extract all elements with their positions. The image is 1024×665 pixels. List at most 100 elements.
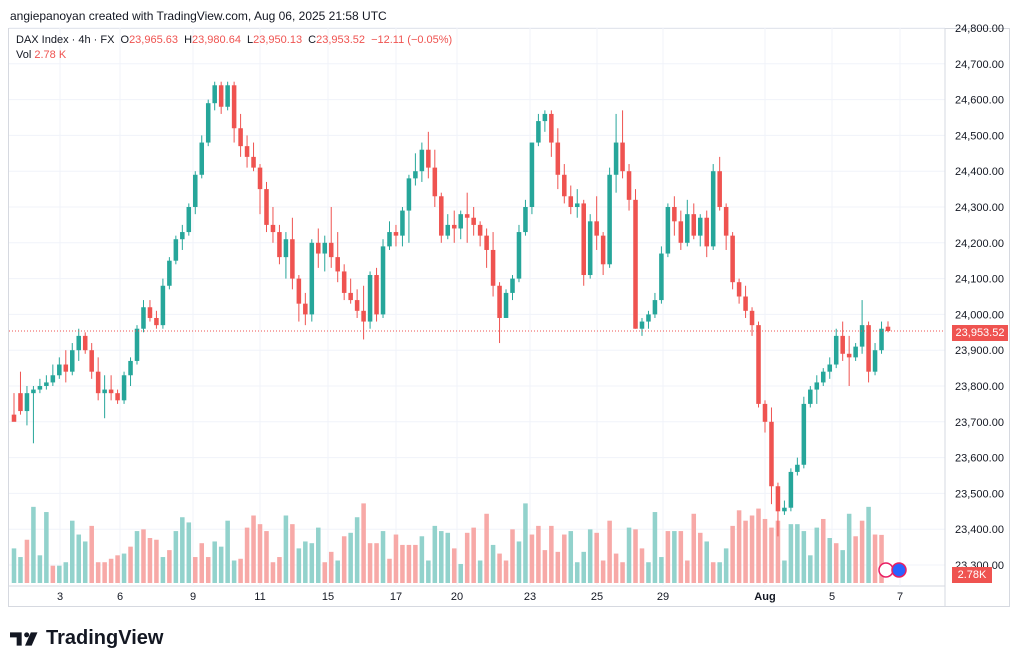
candle-body (820, 371, 826, 383)
candle-body (76, 335, 82, 351)
candle-body (523, 207, 528, 233)
y-tick-label: 23,400.00 (955, 524, 1004, 536)
candle-body (296, 278, 302, 304)
candle-body (128, 360, 133, 376)
volume-bar (840, 550, 845, 583)
volume-bar (542, 550, 548, 583)
volume-bar (316, 527, 321, 583)
candle-body (879, 328, 884, 351)
candle-body (102, 389, 107, 394)
volume-bar (471, 527, 476, 583)
volume-bar (180, 517, 185, 583)
volume-bar (639, 548, 645, 583)
candle-body (303, 303, 308, 315)
candle-body (587, 221, 593, 276)
volume-bar (736, 510, 742, 583)
candle-body (238, 128, 243, 147)
volume-bar (348, 532, 353, 583)
candle-body (516, 232, 522, 279)
y-tick-label: 24,800.00 (955, 23, 1004, 35)
candle-body (70, 350, 75, 372)
candle-body (147, 307, 153, 318)
y-tick-label: 24,200.00 (955, 238, 1004, 250)
candle-body (782, 507, 787, 512)
volume-bar (633, 529, 638, 583)
y-tick-label: 24,600.00 (955, 95, 1004, 107)
volume-bar (620, 562, 625, 583)
volume-bar (37, 555, 43, 583)
volume-bar (756, 508, 761, 583)
candle-body (367, 275, 373, 322)
volume-bar (115, 555, 120, 583)
volume-bar (458, 563, 463, 583)
candle-body (439, 196, 444, 236)
candle-body (613, 142, 619, 175)
volume-bar (18, 557, 23, 583)
volume-bar (251, 515, 256, 583)
low-value: 23,950.13 (253, 34, 303, 46)
change-value: −12.11 (−0.05%) (371, 34, 453, 46)
candle-body (341, 271, 347, 293)
volume-bar (808, 555, 813, 583)
candle-body (536, 121, 541, 143)
volume-bar (659, 557, 664, 583)
volume-bar (387, 558, 392, 583)
candle-body (89, 350, 94, 372)
volume-label[interactable]: Vol (16, 49, 32, 61)
symbol-label[interactable]: DAX Index · 4h · FX (16, 34, 115, 46)
candle-body (562, 174, 567, 197)
volume-bar (257, 524, 263, 583)
volume-bar (95, 562, 101, 583)
volume-bar (814, 527, 820, 583)
candle-body (212, 85, 217, 104)
volume-bar (820, 518, 826, 583)
x-tick-label: 25 (591, 591, 603, 603)
candle-body (108, 389, 114, 394)
candle-body (652, 300, 658, 315)
volume-bar (523, 503, 528, 583)
candle-body (464, 214, 470, 218)
volume-bar (134, 531, 140, 583)
candle-body (542, 113, 548, 122)
volume-bar (536, 525, 541, 583)
high-value: 23,980.64 (192, 34, 241, 46)
volume-bar (63, 562, 69, 583)
candle-body (277, 232, 282, 258)
candle-body (270, 224, 276, 233)
candle-body (639, 321, 645, 329)
volume-bar (154, 539, 159, 583)
candle-body (795, 464, 800, 472)
x-tick-label: 6 (117, 591, 123, 603)
x-tick-label: 3 (57, 591, 63, 603)
volume-bar (354, 517, 360, 583)
candle-body (833, 335, 839, 365)
volume-bar (827, 538, 832, 583)
tradingview-logo[interactable]: TradingView (10, 627, 163, 650)
x-tick-label: 9 (190, 591, 196, 603)
candle-body (594, 221, 599, 236)
volume-value: 2.78 K (34, 49, 67, 61)
volume-bar (400, 544, 405, 583)
candle-body (503, 292, 509, 318)
volume-bar (665, 531, 671, 583)
candle-body (574, 203, 580, 207)
volume-bar (367, 543, 373, 583)
candle-body (37, 386, 43, 390)
volume-bar (212, 541, 217, 583)
volume-bar (568, 531, 574, 583)
candle-body (659, 253, 664, 301)
candle-body (218, 85, 224, 107)
volume-tag: 2.78K (952, 567, 992, 583)
volume-bar (516, 541, 522, 583)
volume-bar (652, 512, 658, 583)
candle-body (665, 207, 671, 254)
volume-bar (141, 529, 146, 583)
candle-body (775, 486, 781, 512)
volume-bar (562, 534, 567, 583)
volume-bar (685, 560, 690, 583)
candle-body (283, 239, 289, 258)
volume-bar (600, 560, 606, 583)
tradingview-logo-icon (10, 631, 38, 646)
volume-bar (380, 531, 386, 583)
